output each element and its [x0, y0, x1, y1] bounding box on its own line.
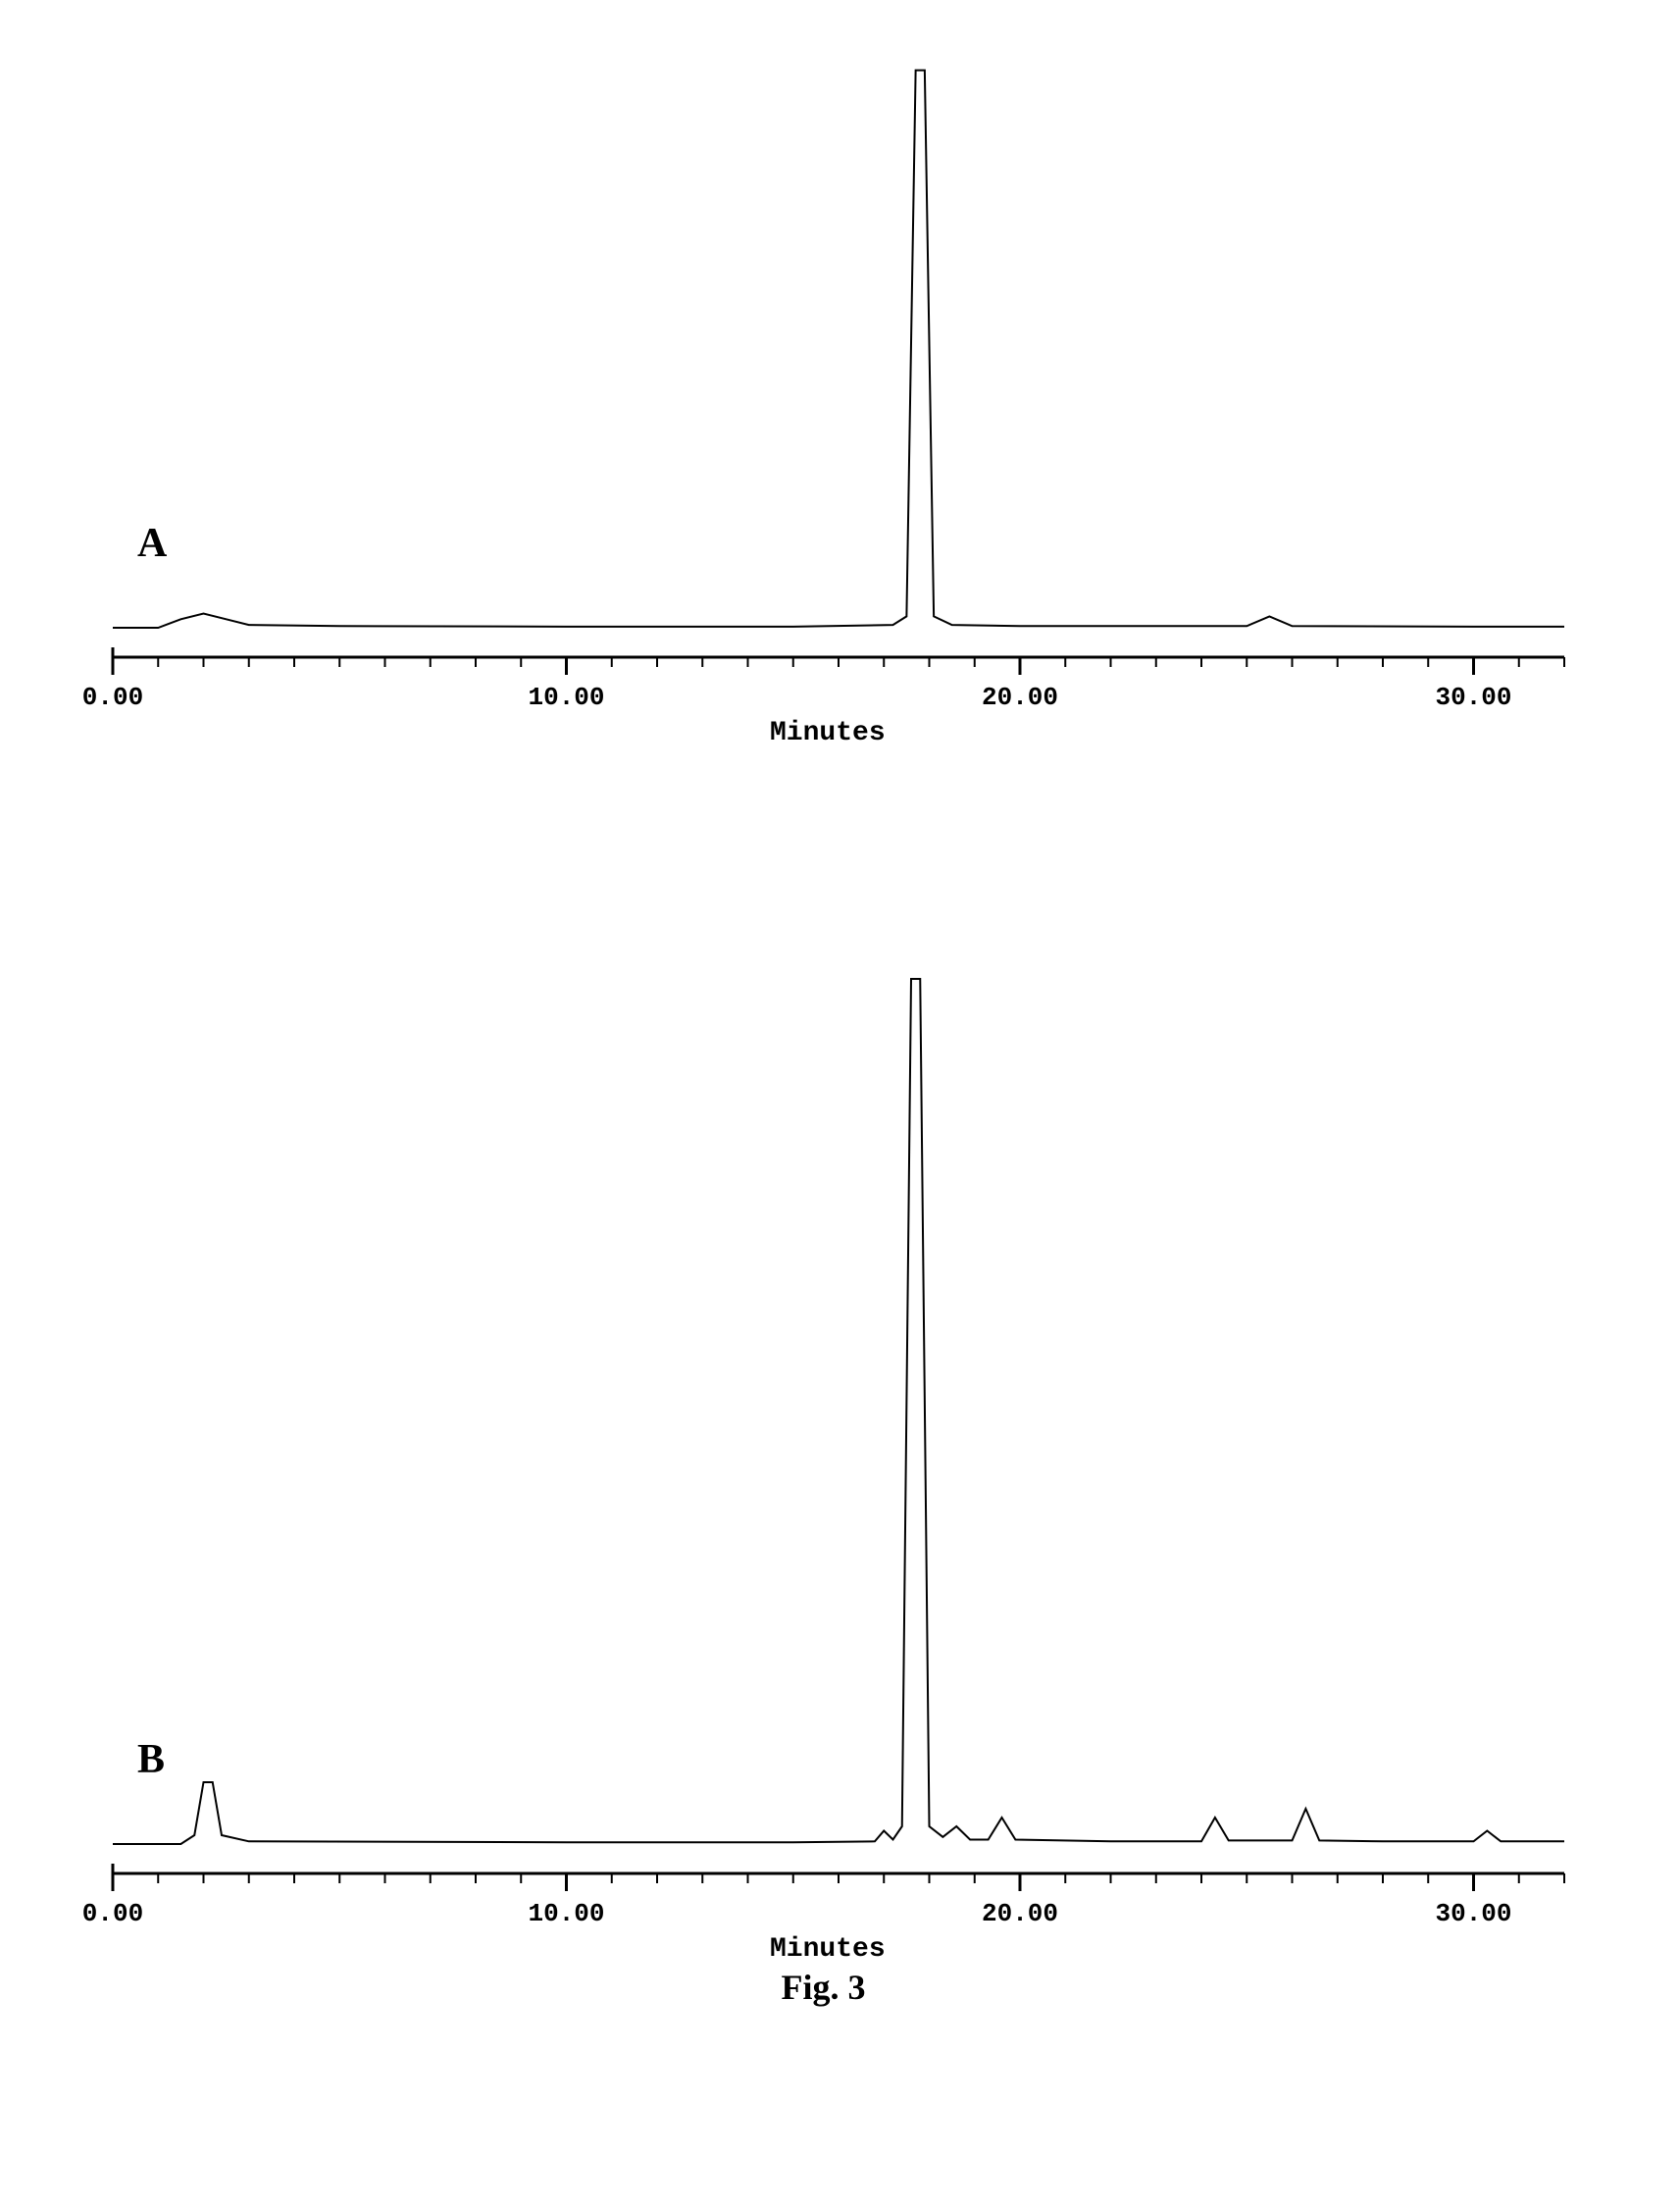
x-tick-label: 20.00 — [971, 1899, 1069, 1928]
x-tick-label: 0.00 — [64, 1899, 162, 1928]
chart-b-svg — [0, 0, 1680, 1962]
figure-page: A Minutes 0.0010.0020.0030.00 B Minutes … — [0, 0, 1680, 2204]
chart-b-xlabel: Minutes — [770, 1934, 886, 1965]
x-tick-label: 30.00 — [1425, 1899, 1523, 1928]
panel-b-label: B — [137, 1736, 165, 1783]
x-tick-label: 10.00 — [518, 1899, 616, 1928]
figure-caption: Fig. 3 — [782, 1967, 866, 2008]
